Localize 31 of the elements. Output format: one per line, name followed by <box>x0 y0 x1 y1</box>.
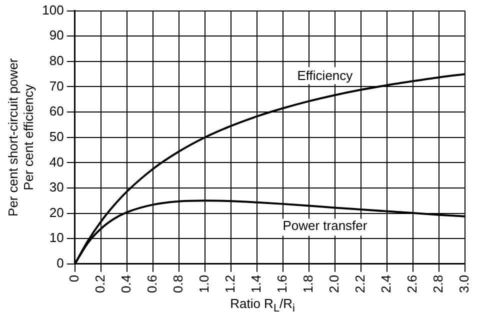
y-tick-label: 0 <box>56 256 64 271</box>
y-tick-label: 60 <box>49 104 64 119</box>
y-tick-label: 40 <box>49 154 64 170</box>
x-tick-label: 1.8 <box>300 274 316 294</box>
y-tick-label: 100 <box>42 2 64 18</box>
x-axis-title: Ratio R$_{L}$/R$_{i}$ <box>229 296 296 315</box>
y-tick-label: 90 <box>49 28 64 43</box>
x-tick-label: 0.4 <box>118 274 134 294</box>
y-tick-label: 70 <box>49 78 64 94</box>
x-tick-label: 1.2 <box>222 274 238 294</box>
y-tick-label: 20 <box>49 204 64 220</box>
x-tick-label: 2.4 <box>378 274 394 294</box>
x-tick-label: 2.2 <box>352 274 368 294</box>
x-tick-label: 2.8 <box>430 274 446 294</box>
x-tick-label: 0.8 <box>170 274 186 294</box>
series-label: Power transfer <box>282 218 368 233</box>
x-tick-label: 3.0 <box>456 274 472 294</box>
y-tick-label: 30 <box>49 180 64 195</box>
x-tick-label: 2.0 <box>326 274 342 294</box>
y-tick-label: 80 <box>49 53 64 68</box>
series-label: Efficiency <box>297 68 354 84</box>
x-tick-label: 0.6 <box>144 274 160 294</box>
y-tick-label: 50 <box>49 128 64 144</box>
x-tick-label: 1.4 <box>248 274 264 294</box>
y-tick-label: 10 <box>49 230 64 246</box>
x-tick-label: 2.6 <box>404 274 420 294</box>
y-axis-title: Per cent short-circuit power Per cent efficiency <box>5 58 36 216</box>
x-tick-label: 1.0 <box>196 274 212 294</box>
x-tick-label: 0 <box>66 274 82 282</box>
x-tick-label: 0.2 <box>92 274 108 294</box>
x-tick-label: 1.6 <box>274 274 290 294</box>
